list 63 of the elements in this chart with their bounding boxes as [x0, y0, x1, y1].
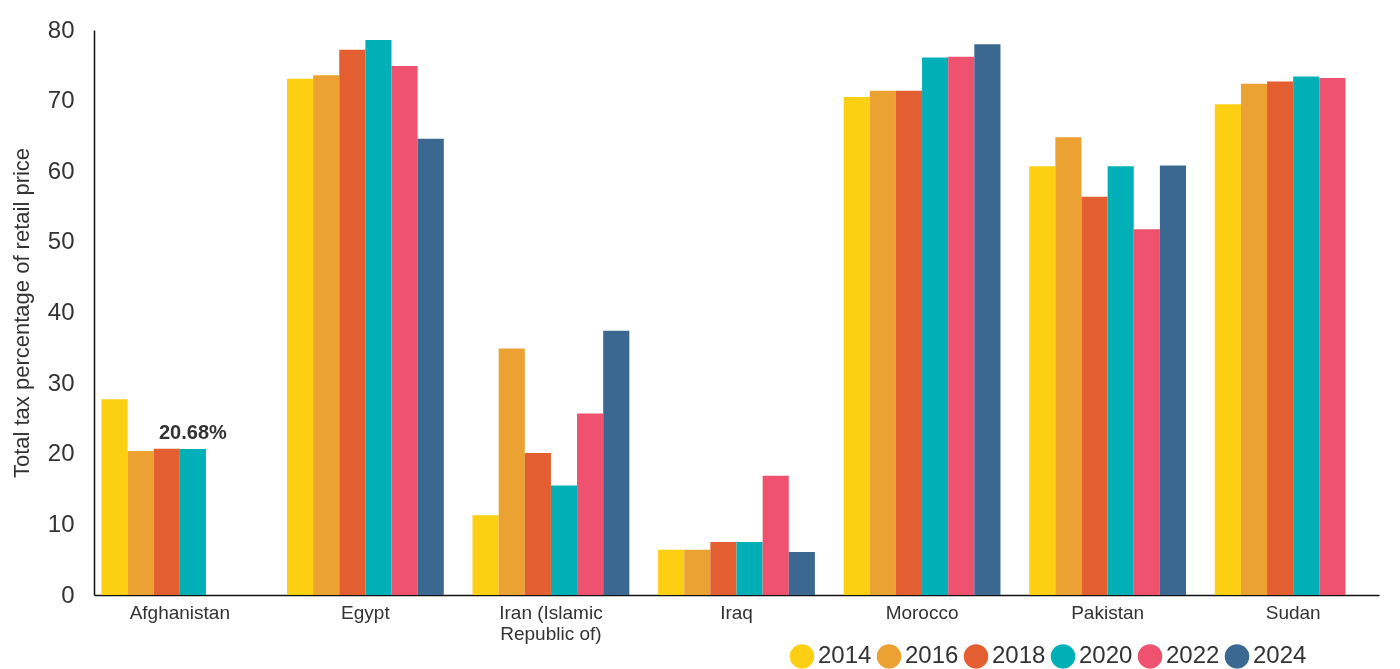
y-tick-label: 40	[47, 298, 75, 325]
bar	[472, 515, 499, 595]
bar	[948, 56, 975, 595]
x-tick-label: Iran (Islamic Republic of)	[499, 601, 603, 644]
bar	[1319, 78, 1346, 595]
y-tick-label: 30	[47, 368, 75, 396]
x-tick-label: Morocco	[885, 601, 959, 623]
legend-label: 2024	[1253, 641, 1307, 669]
bar	[524, 453, 551, 595]
bar	[736, 542, 763, 595]
y-tick-label: 20	[47, 439, 75, 467]
legend-label: 2020	[1079, 641, 1133, 669]
bar	[101, 399, 128, 595]
x-tick-label: Pakistan	[1071, 601, 1145, 623]
bar	[339, 49, 366, 595]
x-tick-label: Egypt	[341, 601, 391, 623]
y-tick-label: 60	[47, 156, 75, 184]
bar	[1159, 165, 1187, 595]
data-label: 20.68%	[158, 420, 228, 443]
bar	[658, 549, 685, 595]
bar	[313, 75, 340, 595]
y-tick-label: 70	[47, 86, 75, 114]
bar	[869, 90, 896, 595]
bar	[1107, 166, 1134, 595]
legend-label: 2016	[905, 641, 959, 669]
bar	[1214, 104, 1241, 595]
bar	[603, 330, 630, 595]
y-tick-label: 0	[61, 580, 75, 608]
legend-label: 2014	[818, 641, 872, 669]
bar	[127, 450, 154, 595]
legend-label: 2022	[1166, 641, 1220, 669]
bar	[365, 39, 392, 595]
bar	[577, 413, 604, 595]
x-tick-label: Sudan	[1265, 601, 1321, 623]
y-tick-label: 80	[47, 15, 75, 43]
bar	[762, 475, 789, 595]
bar	[922, 57, 949, 595]
bar	[1293, 76, 1320, 595]
bar	[788, 551, 815, 595]
bar	[498, 348, 525, 595]
bar	[550, 485, 578, 595]
bar	[179, 448, 206, 595]
y-tick-label: 10	[47, 509, 75, 537]
x-tick-label: Iraq	[720, 601, 753, 623]
bar	[1133, 229, 1160, 595]
bar	[895, 90, 923, 595]
legend-label: 2018	[992, 641, 1046, 669]
bar	[1055, 137, 1082, 595]
bar	[391, 66, 418, 595]
bar	[843, 97, 870, 595]
bar	[1267, 81, 1294, 595]
bar	[710, 542, 737, 595]
y-tick-label: 50	[47, 227, 75, 255]
bar	[417, 138, 444, 595]
x-tick-label: Afghanistan	[129, 601, 230, 623]
bar	[1029, 166, 1056, 595]
bar	[286, 78, 314, 595]
bar	[153, 448, 180, 595]
bar	[1081, 196, 1108, 595]
bar	[974, 44, 1001, 595]
bar	[1240, 83, 1268, 595]
y-axis-title: Total tax percentage of retail price	[8, 147, 34, 479]
bar	[684, 549, 711, 595]
